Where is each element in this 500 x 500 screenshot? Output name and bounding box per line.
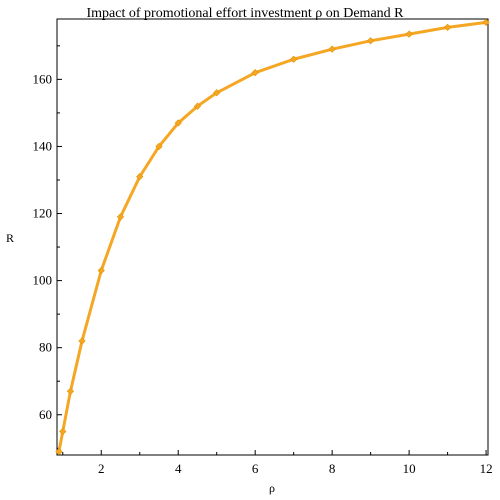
data-point bbox=[290, 55, 298, 63]
data-point bbox=[66, 387, 75, 395]
data-point bbox=[405, 30, 413, 38]
data-point bbox=[328, 45, 336, 53]
data-point bbox=[251, 69, 259, 77]
y-tick-label: 100 bbox=[33, 273, 53, 288]
data-point bbox=[55, 448, 63, 456]
x-tick-label: 12 bbox=[480, 461, 493, 476]
y-tick-label: 160 bbox=[33, 71, 53, 86]
chart-title: Impact of promotional effort investment … bbox=[87, 6, 405, 21]
x-tick-label: 4 bbox=[175, 461, 182, 476]
plot-frame bbox=[56, 18, 489, 456]
series-layer bbox=[55, 18, 490, 456]
x-tick-label: 2 bbox=[98, 461, 105, 476]
data-point bbox=[97, 266, 105, 275]
data-point bbox=[59, 427, 67, 436]
data-point bbox=[482, 18, 490, 26]
data-point bbox=[367, 37, 375, 45]
x-tick-label: 8 bbox=[329, 461, 336, 476]
data-point bbox=[213, 89, 221, 97]
x-tick-label: 6 bbox=[252, 461, 259, 476]
y-tick-label: 60 bbox=[39, 407, 52, 422]
y-axis-label: R bbox=[6, 231, 14, 245]
y-tick-label: 120 bbox=[33, 206, 53, 221]
x-axis-label: ρ bbox=[269, 481, 275, 495]
data-point bbox=[443, 23, 452, 32]
data-point bbox=[155, 142, 163, 151]
y-tick-label: 140 bbox=[33, 138, 53, 153]
y-axis-ticks: 60 80 100 120 140 160 bbox=[33, 45, 62, 449]
data-point bbox=[193, 102, 202, 110]
x-axis-ticks: 2 4 6 8 10 12 bbox=[62, 450, 493, 476]
data-point bbox=[78, 337, 86, 345]
y-tick-label: 80 bbox=[39, 340, 52, 355]
data-point bbox=[174, 119, 182, 127]
series-line bbox=[57, 20, 487, 452]
x-tick-label: 10 bbox=[403, 461, 416, 476]
data-point bbox=[136, 173, 144, 181]
data-point bbox=[116, 213, 125, 221]
